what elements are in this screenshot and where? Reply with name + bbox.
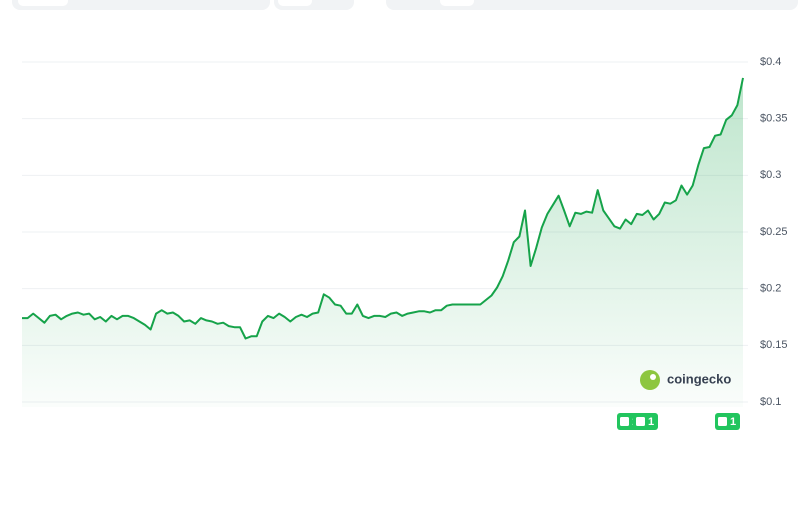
event-badge-icon (620, 417, 629, 426)
y-tick-label: $0.2 (760, 283, 781, 295)
y-tick-label: $0.15 (760, 339, 788, 351)
event-badge-icon (718, 417, 727, 426)
y-tick-label: $0.4 (760, 56, 781, 68)
watermark: coingecko (640, 370, 731, 390)
y-tick-label: $0.25 (760, 226, 788, 238)
price-area (22, 77, 743, 408)
event-badge[interactable]: 1 (633, 413, 658, 430)
y-tick-label: $0.1 (760, 396, 781, 408)
toolbar-button[interactable] (278, 0, 312, 6)
event-badge-count: 1 (730, 416, 736, 428)
price-line (22, 77, 744, 340)
toolbar-button[interactable] (18, 0, 68, 6)
event-badge-icon (636, 417, 645, 426)
event-badge-count: 1 (648, 416, 654, 428)
watermark-text: coingecko (667, 371, 731, 386)
y-tick-label: $0.3 (760, 169, 781, 181)
event-badge[interactable]: 1 (715, 413, 740, 430)
toolbar-button[interactable] (440, 0, 474, 6)
y-tick-label: $0.35 (760, 113, 788, 125)
watermark-logo (640, 370, 660, 390)
watermark-logo-eye (650, 374, 656, 380)
toolbar-pill[interactable] (12, 0, 270, 10)
toolbar-pill[interactable] (386, 0, 798, 10)
